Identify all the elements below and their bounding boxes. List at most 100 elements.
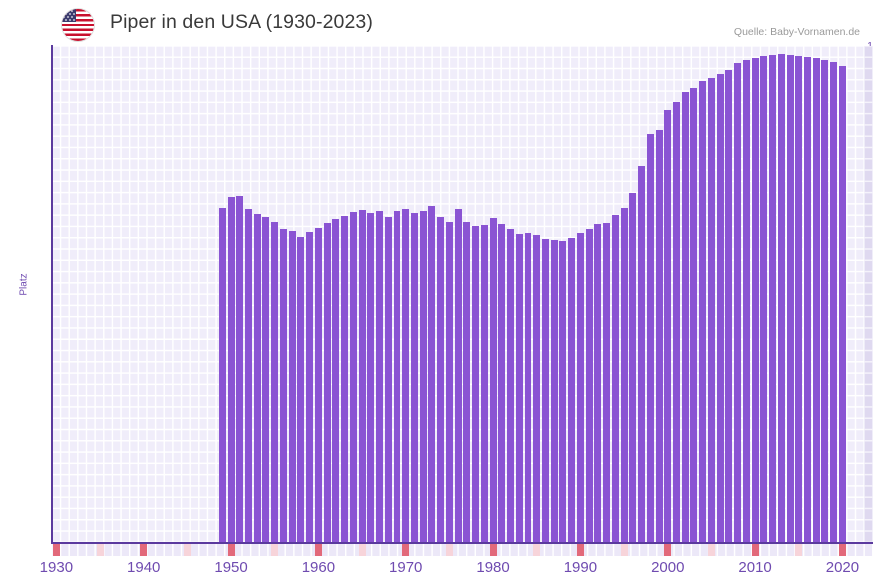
bar[interactable] — [507, 229, 515, 543]
x-tick-minor — [533, 544, 541, 556]
bar[interactable] — [288, 230, 296, 543]
y-axis-title: Platz — [18, 273, 30, 296]
bar[interactable] — [550, 239, 558, 543]
bar[interactable] — [402, 209, 410, 543]
bar[interactable] — [463, 221, 471, 543]
x-tick-major — [576, 544, 584, 556]
x-tick-major — [314, 544, 322, 556]
unranked-future-region — [864, 46, 873, 543]
bar[interactable] — [419, 210, 427, 543]
bar[interactable] — [585, 229, 593, 543]
bar[interactable] — [681, 92, 689, 543]
bar[interactable] — [568, 238, 576, 543]
bar[interactable] — [253, 213, 261, 543]
bar[interactable] — [603, 222, 611, 543]
bar[interactable] — [218, 207, 226, 543]
bar[interactable] — [838, 66, 846, 543]
bar[interactable] — [227, 197, 235, 543]
x-axis-tick-label: 1980 — [476, 559, 510, 576]
bar[interactable] — [515, 234, 523, 543]
bar[interactable] — [489, 217, 497, 543]
x-tick-major — [838, 544, 846, 556]
bar[interactable] — [384, 216, 392, 543]
x-axis-tick-label: 1930 — [39, 559, 74, 576]
bar[interactable] — [786, 55, 794, 543]
tick-strip-grid — [52, 544, 873, 556]
x-tick-major — [489, 544, 497, 556]
bar[interactable] — [428, 206, 436, 543]
bar[interactable] — [672, 101, 680, 543]
bar[interactable] — [341, 215, 349, 543]
bar[interactable] — [410, 213, 418, 543]
bar[interactable] — [437, 217, 445, 543]
flag-canton — [62, 9, 76, 22]
x-axis-tick-label: 1990 — [563, 559, 598, 576]
bar[interactable] — [664, 109, 672, 543]
bar[interactable] — [559, 240, 567, 543]
bar[interactable] — [454, 208, 462, 543]
bar[interactable] — [576, 233, 584, 543]
bar[interactable] — [725, 70, 733, 543]
bar[interactable] — [533, 235, 541, 543]
bar[interactable] — [314, 228, 322, 543]
bar[interactable] — [480, 224, 488, 543]
x-axis-tick-label: 1970 — [389, 559, 423, 576]
source-attribution: Quelle: Baby-Vornamen.de — [733, 26, 860, 38]
x-axis-tick-label: 2020 — [825, 559, 860, 576]
bar[interactable] — [812, 58, 820, 543]
bar[interactable] — [638, 165, 646, 543]
bar[interactable] — [646, 133, 654, 543]
x-axis-tick-label: 1940 — [127, 559, 161, 576]
bar[interactable] — [716, 73, 724, 543]
x-axis-tick-label: 2010 — [738, 559, 772, 576]
bar[interactable] — [611, 214, 619, 543]
bar[interactable] — [498, 224, 506, 543]
bar[interactable] — [297, 236, 305, 543]
bar[interactable] — [751, 57, 759, 543]
bar[interactable] — [524, 232, 532, 543]
x-tick-minor — [96, 544, 104, 556]
bar[interactable] — [332, 219, 340, 543]
bar[interactable] — [777, 54, 785, 543]
bar[interactable] — [769, 55, 777, 543]
bar[interactable] — [349, 212, 357, 543]
bar[interactable] — [742, 60, 750, 543]
bar[interactable] — [445, 222, 453, 543]
bar[interactable] — [367, 213, 375, 543]
bar[interactable] — [690, 87, 698, 543]
bar[interactable] — [323, 223, 331, 543]
bar[interactable] — [821, 59, 829, 543]
x-tick-minor — [183, 544, 191, 556]
bar[interactable] — [734, 63, 742, 543]
bar[interactable] — [245, 209, 252, 543]
bar[interactable] — [629, 193, 637, 543]
x-axis-tick-label: 1950 — [214, 559, 248, 576]
x-tick-minor — [358, 544, 366, 556]
x-tick-minor — [271, 544, 279, 556]
bar[interactable] — [830, 61, 838, 543]
bar[interactable] — [655, 130, 663, 543]
bar[interactable] — [271, 221, 279, 543]
bar[interactable] — [620, 207, 628, 543]
bar[interactable] — [393, 210, 401, 543]
plot-area — [52, 46, 873, 543]
bar[interactable] — [306, 232, 314, 543]
bar[interactable] — [262, 217, 270, 543]
bar[interactable] — [279, 229, 287, 543]
bar[interactable] — [472, 226, 480, 543]
page-title: Piper in den USA (1930-2023) — [110, 11, 373, 33]
bar[interactable] — [795, 56, 803, 543]
x-axis-tick-label: 2000 — [651, 559, 685, 576]
bar[interactable] — [760, 56, 768, 543]
y-axis-line — [51, 45, 53, 544]
bar[interactable] — [804, 57, 811, 543]
bar[interactable] — [707, 78, 715, 543]
bar[interactable] — [358, 210, 366, 543]
bar[interactable] — [236, 195, 244, 543]
bar[interactable] — [541, 238, 549, 543]
bar[interactable] — [376, 211, 384, 543]
bar[interactable] — [594, 223, 602, 543]
bar[interactable] — [699, 80, 707, 543]
chart-header: Piper in den USA (1930-2023) Quelle: Bab… — [0, 0, 873, 46]
